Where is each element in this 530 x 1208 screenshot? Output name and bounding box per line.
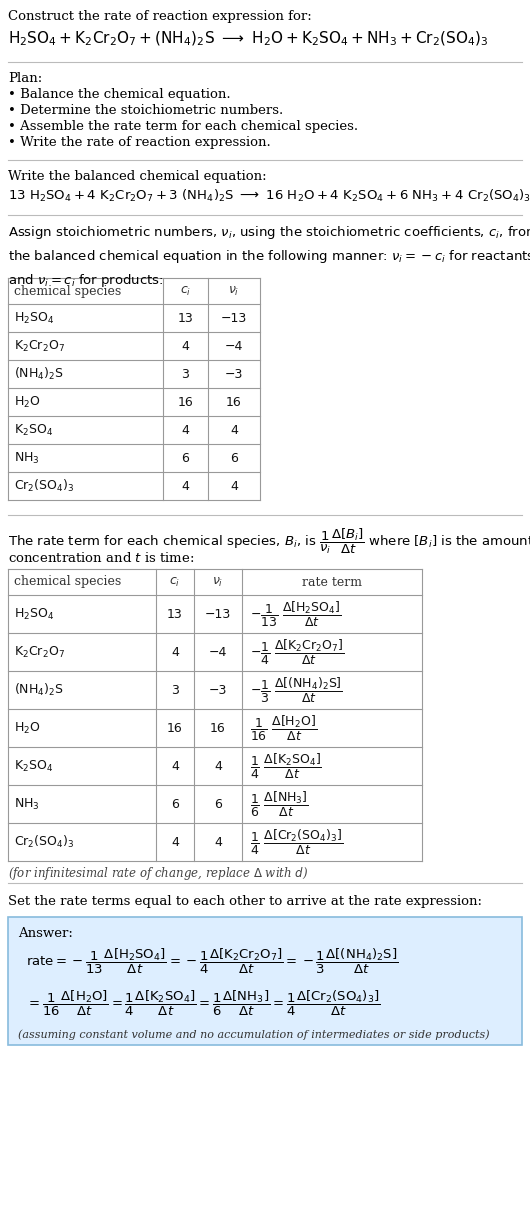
Text: $-\dfrac{1}{3}\ \dfrac{\Delta[\mathrm{(NH_4)_2S}]}{\Delta t}$: $-\dfrac{1}{3}\ \dfrac{\Delta[\mathrm{(N…	[250, 675, 343, 704]
Text: $\mathrm{NH_3}$: $\mathrm{NH_3}$	[14, 796, 40, 812]
Text: $\mathrm{13\ H_2SO_4 + 4\ K_2Cr_2O_7 + 3\ (NH_4)_2S \ \longrightarrow \ 16\ H_2O: $\mathrm{13\ H_2SO_4 + 4\ K_2Cr_2O_7 + 3…	[8, 188, 530, 204]
Text: 13: 13	[178, 312, 193, 325]
Text: • Assemble the rate term for each chemical species.: • Assemble the rate term for each chemic…	[8, 120, 358, 133]
Text: $\mathrm{K_2SO_4}$: $\mathrm{K_2SO_4}$	[14, 759, 53, 773]
Text: −3: −3	[225, 367, 243, 381]
Text: $c_i$: $c_i$	[170, 575, 181, 588]
Text: $\mathrm{Cr_2(SO_4)_3}$: $\mathrm{Cr_2(SO_4)_3}$	[14, 834, 75, 850]
Text: $c_i$: $c_i$	[180, 284, 191, 297]
Text: $= \dfrac{1}{16}\dfrac{\Delta[\mathrm{H_2O}]}{\Delta t} = \dfrac{1}{4}\dfrac{\De: $= \dfrac{1}{16}\dfrac{\Delta[\mathrm{H_…	[26, 989, 381, 1018]
Text: $\mathrm{H_2O}$: $\mathrm{H_2O}$	[14, 395, 41, 410]
Text: (for infinitesimal rate of change, replace $\Delta$ with $d$): (for infinitesimal rate of change, repla…	[8, 865, 308, 882]
Text: $\mathrm{(NH_4)_2S}$: $\mathrm{(NH_4)_2S}$	[14, 366, 64, 382]
Text: chemical species: chemical species	[14, 285, 121, 297]
Text: $\mathrm{K_2Cr_2O_7}$: $\mathrm{K_2Cr_2O_7}$	[14, 338, 65, 354]
Text: Set the rate terms equal to each other to arrive at the rate expression:: Set the rate terms equal to each other t…	[8, 895, 482, 908]
Text: 4: 4	[171, 645, 179, 658]
Text: 4: 4	[214, 836, 222, 848]
Text: $\nu_i$: $\nu_i$	[213, 575, 224, 588]
Text: 4: 4	[182, 424, 189, 436]
Text: 4: 4	[214, 760, 222, 772]
Text: −3: −3	[209, 684, 227, 697]
Text: 16: 16	[210, 721, 226, 734]
Text: $\mathrm{NH_3}$: $\mathrm{NH_3}$	[14, 451, 40, 465]
Text: −4: −4	[209, 645, 227, 658]
Text: 3: 3	[171, 684, 179, 697]
Text: 6: 6	[182, 452, 189, 465]
Text: $\nu_i$: $\nu_i$	[228, 284, 240, 297]
Text: Plan:: Plan:	[8, 72, 42, 85]
Text: rate term: rate term	[302, 575, 362, 588]
Text: 16: 16	[178, 395, 193, 408]
Text: • Write the rate of reaction expression.: • Write the rate of reaction expression.	[8, 137, 271, 149]
Text: $\mathrm{H_2SO_4}$: $\mathrm{H_2SO_4}$	[14, 310, 54, 325]
Text: $-\dfrac{1}{13}\ \dfrac{\Delta[\mathrm{H_2SO_4}]}{\Delta t}$: $-\dfrac{1}{13}\ \dfrac{\Delta[\mathrm{H…	[250, 599, 341, 628]
Text: $\mathrm{rate} = -\dfrac{1}{13}\dfrac{\Delta[\mathrm{H_2SO_4}]}{\Delta t} = -\df: $\mathrm{rate} = -\dfrac{1}{13}\dfrac{\D…	[26, 947, 399, 976]
Text: $\mathrm{Cr_2(SO_4)_3}$: $\mathrm{Cr_2(SO_4)_3}$	[14, 478, 75, 494]
Text: $\mathrm{H_2O}$: $\mathrm{H_2O}$	[14, 720, 41, 736]
Text: 4: 4	[230, 480, 238, 493]
Text: 6: 6	[214, 797, 222, 811]
Text: 4: 4	[182, 480, 189, 493]
Text: $\mathrm{H_2SO_4}$: $\mathrm{H_2SO_4}$	[14, 606, 54, 622]
Text: $\mathrm{H_2SO_4 + K_2Cr_2O_7 + (NH_4)_2S \ \longrightarrow \ H_2O + K_2SO_4 + N: $\mathrm{H_2SO_4 + K_2Cr_2O_7 + (NH_4)_2…	[8, 30, 489, 48]
Text: $\dfrac{1}{4}\ \dfrac{\Delta[\mathrm{K_2SO_4}]}{\Delta t}$: $\dfrac{1}{4}\ \dfrac{\Delta[\mathrm{K_2…	[250, 751, 322, 780]
Text: $\mathrm{(NH_4)_2S}$: $\mathrm{(NH_4)_2S}$	[14, 683, 64, 698]
Text: The rate term for each chemical species, $B_i$, is $\dfrac{1}{\nu_i}\dfrac{\Delt: The rate term for each chemical species,…	[8, 527, 530, 557]
Text: 4: 4	[230, 424, 238, 436]
Text: $\dfrac{1}{4}\ \dfrac{\Delta[\mathrm{Cr_2(SO_4)_3}]}{\Delta t}$: $\dfrac{1}{4}\ \dfrac{\Delta[\mathrm{Cr_…	[250, 827, 343, 856]
Text: 4: 4	[171, 760, 179, 772]
Text: −13: −13	[205, 608, 231, 621]
Text: $\mathrm{K_2SO_4}$: $\mathrm{K_2SO_4}$	[14, 423, 53, 437]
Text: Answer:: Answer:	[18, 927, 73, 940]
Text: concentration and $t$ is time:: concentration and $t$ is time:	[8, 551, 195, 565]
Text: (assuming constant volume and no accumulation of intermediates or side products): (assuming constant volume and no accumul…	[18, 1029, 490, 1040]
FancyBboxPatch shape	[8, 917, 522, 1045]
Text: 3: 3	[182, 367, 189, 381]
Text: chemical species: chemical species	[14, 575, 121, 588]
Text: 16: 16	[167, 721, 183, 734]
Text: Construct the rate of reaction expression for:: Construct the rate of reaction expressio…	[8, 10, 312, 23]
Text: • Determine the stoichiometric numbers.: • Determine the stoichiometric numbers.	[8, 104, 283, 117]
Text: $\dfrac{1}{6}\ \dfrac{\Delta[\mathrm{NH_3}]}{\Delta t}$: $\dfrac{1}{6}\ \dfrac{\Delta[\mathrm{NH_…	[250, 790, 308, 819]
Text: 4: 4	[182, 339, 189, 353]
Text: 6: 6	[230, 452, 238, 465]
Text: $\mathrm{K_2Cr_2O_7}$: $\mathrm{K_2Cr_2O_7}$	[14, 644, 65, 660]
Text: Assign stoichiometric numbers, $\nu_i$, using the stoichiometric coefficients, $: Assign stoichiometric numbers, $\nu_i$, …	[8, 223, 530, 290]
Text: $\dfrac{1}{16}\ \dfrac{\Delta[\mathrm{H_2O}]}{\Delta t}$: $\dfrac{1}{16}\ \dfrac{\Delta[\mathrm{H_…	[250, 714, 317, 743]
Text: −4: −4	[225, 339, 243, 353]
Text: Write the balanced chemical equation:: Write the balanced chemical equation:	[8, 170, 267, 182]
Text: • Balance the chemical equation.: • Balance the chemical equation.	[8, 88, 231, 101]
Text: 13: 13	[167, 608, 183, 621]
Text: 16: 16	[226, 395, 242, 408]
Text: 6: 6	[171, 797, 179, 811]
Text: 4: 4	[171, 836, 179, 848]
Text: −13: −13	[221, 312, 247, 325]
Text: $-\dfrac{1}{4}\ \dfrac{\Delta[\mathrm{K_2Cr_2O_7}]}{\Delta t}$: $-\dfrac{1}{4}\ \dfrac{\Delta[\mathrm{K_…	[250, 638, 344, 667]
